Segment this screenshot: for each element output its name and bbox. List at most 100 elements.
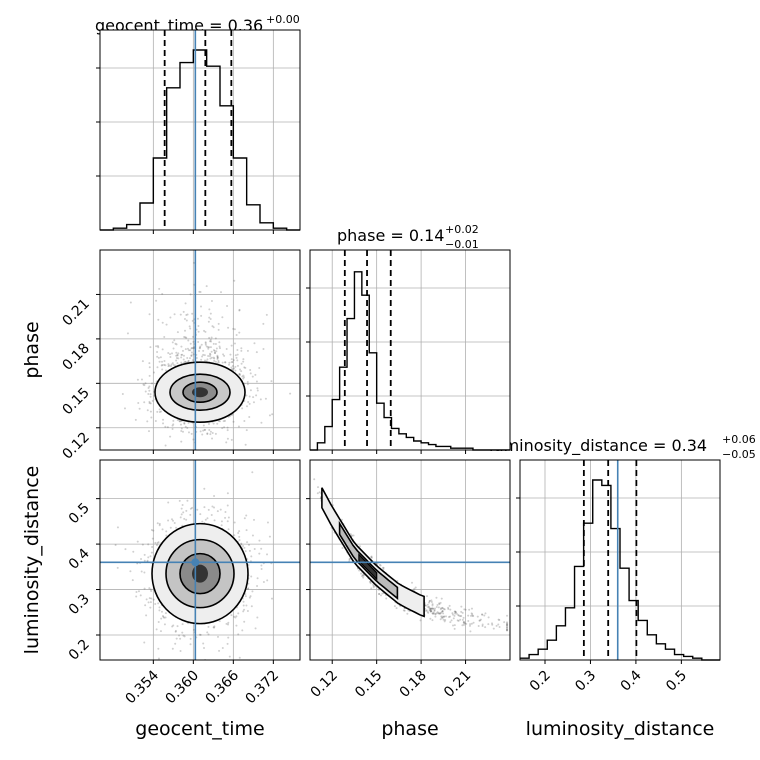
hist-phase-bg: [310, 250, 510, 450]
scatter-phase-vs-luminosity-distance-sample-point: [468, 608, 471, 611]
scatter-geocent-time-vs-luminosity-distance-sample-point: [157, 647, 160, 650]
scatter-phase-vs-luminosity-distance-sample-point: [458, 614, 461, 617]
scatter-geocent-time-vs-phase-sample-point: [172, 363, 175, 366]
scatter-phase-vs-luminosity-distance-sample-point: [455, 612, 458, 615]
scatter-geocent-time-vs-phase-sample-point: [200, 305, 203, 308]
scatter-geocent-time-vs-luminosity-distance-sample-point: [203, 506, 206, 509]
scatter-phase-vs-luminosity-distance-sample-point: [453, 614, 456, 617]
scatter-phase-vs-luminosity-distance-sample-point: [432, 607, 435, 610]
scatter-geocent-time-vs-luminosity-distance-sample-point: [218, 649, 221, 652]
scatter-geocent-time-vs-luminosity-distance-sample-point: [243, 517, 246, 520]
scatter-geocent-time-vs-phase-sample-point: [143, 384, 146, 387]
scatter-phase-vs-luminosity-distance-sample-point: [382, 566, 385, 569]
scatter-phase-vs-luminosity-distance-sample-point: [462, 622, 465, 625]
scatter-phase-vs-luminosity-distance-sample-point: [463, 622, 466, 625]
scatter-phase-vs-luminosity-distance-sample-point: [461, 624, 464, 627]
scatter-phase-vs-luminosity-distance-sample-point: [439, 601, 442, 604]
scatter-phase-vs-luminosity-distance-sample-point: [448, 615, 451, 618]
scatter-geocent-time-vs-luminosity-distance-sample-point: [228, 655, 231, 658]
scatter-geocent-time-vs-phase-sample-point: [161, 321, 164, 324]
scatter-geocent-time-vs-luminosity-distance-sample-point: [151, 546, 154, 549]
scatter-phase-vs-luminosity-distance-sample-point: [478, 619, 481, 622]
scatter-phase-vs-luminosity-distance-sample-point: [368, 581, 371, 584]
scatter-geocent-time-vs-luminosity-distance-sample-point: [250, 555, 253, 558]
scatter-phase-vs-luminosity-distance-sample-point: [431, 603, 434, 606]
scatter-phase-vs-luminosity-distance-sample-point: [429, 607, 432, 610]
scatter-geocent-time-vs-phase-sample-point: [184, 302, 187, 305]
scatter-geocent-time-vs-phase-sample-point: [183, 361, 186, 364]
scatter-geocent-time-vs-phase-sample-point: [211, 431, 214, 434]
scatter-phase-vs-luminosity-distance-sample-point: [470, 607, 473, 610]
y-axis-label-luminosity-distance: luminosity_distance: [21, 466, 43, 655]
hist-geocent-time-frame: [99, 29, 301, 231]
scatter-phase-vs-luminosity-distance-sample-point: [484, 626, 487, 629]
geocent-time-x-tick-label: 0.372: [242, 668, 282, 708]
scatter-phase-vs-luminosity-distance-sample-point: [441, 610, 444, 613]
scatter-geocent-time-vs-phase-sample-point: [219, 291, 222, 294]
scatter-geocent-time-vs-luminosity-distance-sample-point: [191, 506, 194, 509]
scatter-phase-vs-luminosity-distance-sample-point: [372, 585, 375, 588]
scatter-geocent-time-vs-phase-sample-point: [186, 347, 189, 350]
scatter-geocent-time-vs-luminosity-distance-sample-point: [150, 529, 153, 532]
scatter-phase-vs-luminosity-distance-sample-point: [430, 600, 433, 603]
scatter-geocent-time-vs-phase-sample-point: [148, 362, 151, 365]
scatter-geocent-time-vs-phase-sample-point: [238, 373, 241, 376]
scatter-geocent-time-vs-phase-sample-point: [198, 350, 201, 353]
scatter-geocent-time-vs-luminosity-distance-sample-point: [224, 516, 227, 519]
scatter-geocent-time-vs-phase-sample-point: [129, 301, 132, 304]
scatter-geocent-time-vs-phase-sample-point: [190, 354, 193, 357]
scatter-geocent-time-vs-luminosity-distance-sample-point: [174, 630, 177, 633]
scatter-phase-vs-luminosity-distance-sample-point: [358, 545, 361, 548]
scatter-geocent-time-vs-phase-sample-point: [162, 422, 165, 425]
scatter-geocent-time-vs-phase-sample-point: [163, 363, 166, 366]
scatter-geocent-time-vs-phase-sample-point: [150, 416, 153, 419]
scatter-geocent-time-vs-luminosity-distance-sample-point: [258, 552, 261, 555]
scatter-phase-vs-luminosity-distance-sample-point: [459, 618, 462, 621]
scatter-phase-vs-luminosity-distance-sample-point: [434, 607, 437, 610]
scatter-geocent-time-vs-luminosity-distance-sample-point: [199, 633, 202, 636]
scatter-geocent-time-vs-phase-sample-point: [160, 364, 163, 367]
scatter-geocent-time-vs-luminosity-distance-sample-point: [162, 615, 165, 618]
phase-x-tick-label: 0.18: [397, 668, 430, 701]
scatter-phase-vs-luminosity-distance-sample-point: [506, 623, 509, 626]
scatter-geocent-time-vs-phase-sample-point: [154, 420, 157, 423]
scatter-phase-vs-luminosity-distance-sample-point: [318, 491, 321, 494]
scatter-geocent-time-vs-luminosity-distance-sample-point: [171, 625, 174, 628]
scatter-geocent-time-vs-luminosity-distance-sample-point: [207, 508, 210, 511]
scatter-geocent-time-vs-phase-sample-point: [244, 366, 247, 369]
scatter-geocent-time-vs-phase-sample-point: [174, 364, 177, 367]
hist-phase-steps: [310, 271, 510, 451]
scatter-geocent-time-vs-luminosity-distance-sample-point: [151, 537, 154, 540]
luminosity-distance-x-tick-label: 0.2: [527, 668, 554, 695]
scatter-geocent-time-vs-luminosity-distance-sample-point: [176, 625, 179, 628]
luminosity-distance-y-tick-label: 0.4: [66, 546, 93, 573]
scatter-geocent-time-vs-luminosity-distance-sample-point: [177, 666, 179, 668]
scatter-phase-vs-luminosity-distance-sample-point: [451, 612, 454, 615]
scatter-geocent-time-vs-luminosity-distance-sample-point: [224, 511, 227, 514]
scatter-geocent-time-vs-phase-sample-point: [147, 387, 150, 390]
scatter-geocent-time-vs-phase-sample-point: [203, 428, 206, 431]
scatter-geocent-time-vs-phase-sample-point: [212, 342, 215, 345]
scatter-geocent-time-vs-phase-sample-point: [160, 410, 163, 413]
scatter-phase-vs-luminosity-distance-sample-point: [462, 621, 465, 624]
scatter-geocent-time-vs-luminosity-distance-sample-point: [150, 589, 153, 592]
scatter-geocent-time-vs-luminosity-distance-sample-point: [172, 624, 175, 627]
scatter-phase-vs-luminosity-distance-sample-point: [463, 608, 466, 611]
scatter-geocent-time-vs-phase-sample-point: [148, 389, 151, 392]
scatter-geocent-time-vs-phase-sample-point: [226, 426, 229, 429]
scatter-phase-vs-luminosity-distance-sample-point: [506, 621, 509, 624]
scatter-geocent-time-vs-phase-sample-point: [183, 422, 186, 425]
scatter-geocent-time-vs-phase-sample-point: [200, 314, 203, 317]
scatter-geocent-time-vs-phase-sample-point: [155, 299, 158, 302]
scatter-geocent-time-vs-phase-sample-point: [167, 365, 170, 368]
scatter-geocent-time-vs-phase-sample-point: [207, 355, 210, 358]
scatter-phase-vs-luminosity-distance-sample-point: [495, 624, 498, 627]
scatter-geocent-time-vs-luminosity-distance-sample-point: [248, 543, 251, 546]
scatter-geocent-time-vs-phase-sample-point: [215, 347, 218, 350]
scatter-geocent-time-vs-phase-sample-point: [185, 319, 188, 322]
scatter-geocent-time-vs-phase-sample-point: [217, 361, 220, 364]
hist-phase: [306, 249, 511, 454]
scatter-geocent-time-vs-luminosity-distance-sample-point: [237, 532, 240, 535]
scatter-geocent-time-vs-phase-sample-point: [148, 402, 151, 405]
